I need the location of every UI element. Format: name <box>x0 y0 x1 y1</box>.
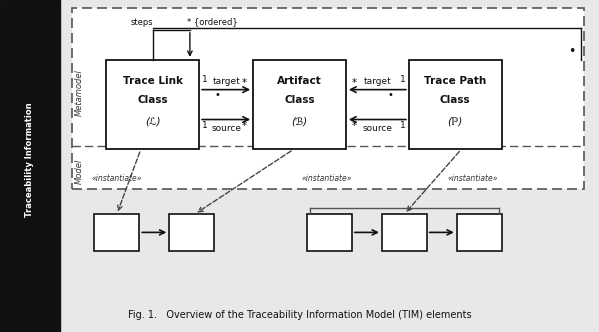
Text: 1: 1 <box>400 75 406 84</box>
Text: Traceability Information: Traceability Information <box>25 102 35 217</box>
Text: (ℒ): (ℒ) <box>145 116 161 126</box>
Text: *: * <box>242 78 247 88</box>
Text: «instantiate»: «instantiate» <box>448 174 498 183</box>
Bar <box>307 214 352 251</box>
Bar <box>72 8 584 189</box>
Text: Trace Path: Trace Path <box>424 76 486 86</box>
Text: •: • <box>388 90 394 100</box>
Text: •: • <box>568 45 576 58</box>
Text: Metamodel: Metamodel <box>75 69 84 117</box>
Text: «instantiate»: «instantiate» <box>301 174 352 183</box>
Bar <box>107 60 199 149</box>
Bar <box>409 60 502 149</box>
Text: source: source <box>211 124 241 132</box>
Text: *: * <box>242 121 247 130</box>
Bar <box>457 214 502 251</box>
Text: target: target <box>212 77 240 86</box>
Bar <box>382 214 426 251</box>
Text: Fig. 1.   Overview of the Traceability Information Model (TIM) elements: Fig. 1. Overview of the Traceability Inf… <box>128 310 471 320</box>
Bar <box>95 214 139 251</box>
Text: Class: Class <box>440 95 471 105</box>
Text: *: * <box>352 78 357 88</box>
Text: *: * <box>352 121 357 130</box>
Text: * {ordered}: * {ordered} <box>187 18 238 27</box>
Bar <box>0 0 60 332</box>
Text: steps: steps <box>131 18 153 27</box>
Bar <box>253 60 346 149</box>
Text: Class: Class <box>284 95 315 105</box>
Text: Artifact: Artifact <box>277 76 322 86</box>
Text: source: source <box>362 124 392 132</box>
Text: Model: Model <box>75 158 84 184</box>
Text: (ℬ): (ℬ) <box>292 116 307 126</box>
Text: 1: 1 <box>202 75 208 84</box>
Text: •: • <box>214 90 220 100</box>
Text: Class: Class <box>137 95 168 105</box>
Text: 1: 1 <box>400 121 406 130</box>
Text: Trace Link: Trace Link <box>123 76 183 86</box>
Bar <box>170 214 214 251</box>
Text: target: target <box>364 77 391 86</box>
Text: 1: 1 <box>202 121 208 130</box>
Text: «instantiate»: «instantiate» <box>92 174 142 183</box>
Text: (ℙ): (ℙ) <box>447 116 463 126</box>
